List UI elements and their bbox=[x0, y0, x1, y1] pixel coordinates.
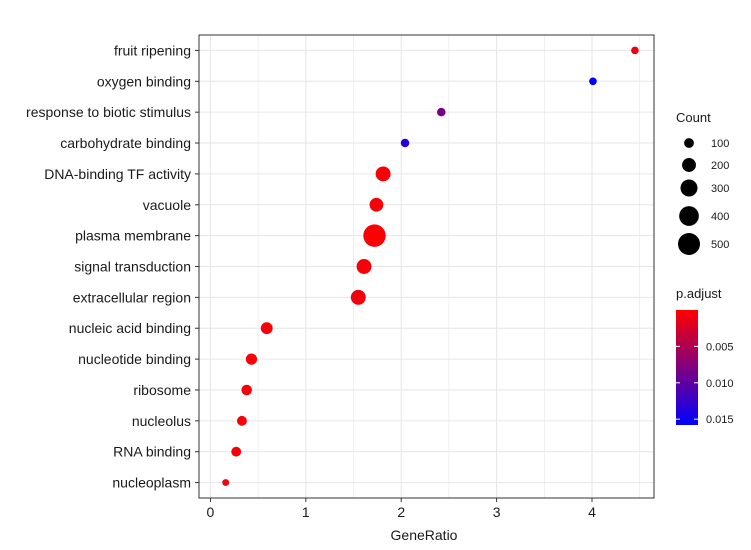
count-legend-dot bbox=[682, 158, 696, 172]
count-legend-dot bbox=[680, 179, 698, 197]
data-point bbox=[356, 259, 372, 274]
y-tick-label: DNA-binding TF activity bbox=[44, 166, 191, 182]
y-tick-label: carbohydrate binding bbox=[60, 135, 191, 151]
count-legend-dot bbox=[684, 138, 694, 148]
data-point bbox=[437, 107, 446, 117]
data-point bbox=[222, 479, 230, 487]
p-adjust-tick-label: 0.005 bbox=[706, 341, 734, 353]
gridlines bbox=[199, 35, 654, 498]
count-legend-items: 100 200 300 400 500 bbox=[678, 138, 729, 255]
axes: fruit ripening oxygen binding response to … bbox=[26, 42, 596, 520]
count-legend-label: 200 bbox=[711, 160, 729, 172]
data-point bbox=[369, 197, 384, 212]
legend: Count 100 200 300 400 500 p.adjust 0.005 0.01… bbox=[676, 110, 734, 426]
count-legend-dot bbox=[679, 206, 699, 226]
y-tick-label: RNA binding bbox=[113, 444, 191, 460]
y-tick-label: ribosome bbox=[133, 382, 191, 398]
data-point bbox=[631, 46, 639, 55]
y-tick-label: nucleic acid binding bbox=[69, 320, 191, 336]
x-tick-label: 1 bbox=[302, 504, 310, 520]
count-legend-label: 400 bbox=[711, 211, 729, 223]
data-point bbox=[231, 446, 242, 457]
p-adjust-legend-title: p.adjust bbox=[676, 286, 722, 301]
data-point bbox=[375, 166, 391, 182]
data-point bbox=[245, 353, 258, 365]
data-point bbox=[237, 415, 247, 426]
y-tick-label: oxygen binding bbox=[97, 73, 191, 89]
count-legend-label: 100 bbox=[711, 138, 729, 150]
x-tick-label: 0 bbox=[207, 504, 215, 520]
y-tick-label: extracellular region bbox=[73, 289, 191, 305]
x-axis-title: GeneRatio bbox=[391, 527, 458, 543]
data-point bbox=[363, 224, 386, 247]
p-adjust-tick-label: 0.015 bbox=[706, 414, 734, 426]
y-tick-label: nucleoplasm bbox=[112, 475, 191, 491]
count-legend-label: 300 bbox=[711, 183, 729, 195]
p-adjust-colorbar: 0.005 0.010 0.015 bbox=[676, 310, 734, 426]
plot-panel bbox=[198, 34, 655, 499]
data-point bbox=[400, 138, 410, 148]
y-tick-label: vacuole bbox=[143, 197, 191, 213]
data-point bbox=[260, 322, 273, 335]
count-legend-title: Count bbox=[676, 110, 711, 125]
data-points bbox=[222, 46, 639, 487]
data-point bbox=[350, 289, 366, 305]
y-tick-label: plasma membrane bbox=[75, 228, 191, 244]
x-tick-label: 2 bbox=[397, 504, 405, 520]
count-legend-label: 500 bbox=[711, 239, 729, 251]
y-tick-label: signal transduction bbox=[74, 259, 191, 275]
y-tick-label: response to biotic stimulus bbox=[26, 104, 191, 120]
p-adjust-gradient bbox=[676, 310, 698, 425]
count-legend-dot bbox=[678, 233, 700, 255]
data-point bbox=[241, 384, 252, 396]
y-tick-label: nucleotide binding bbox=[78, 351, 191, 367]
y-tick-label: nucleolus bbox=[132, 413, 191, 429]
x-tick-label: 3 bbox=[493, 504, 501, 520]
data-point bbox=[589, 77, 597, 86]
x-tick-label: 4 bbox=[588, 504, 596, 520]
p-adjust-tick-label: 0.010 bbox=[706, 378, 734, 390]
y-tick-label: fruit ripening bbox=[114, 42, 191, 58]
